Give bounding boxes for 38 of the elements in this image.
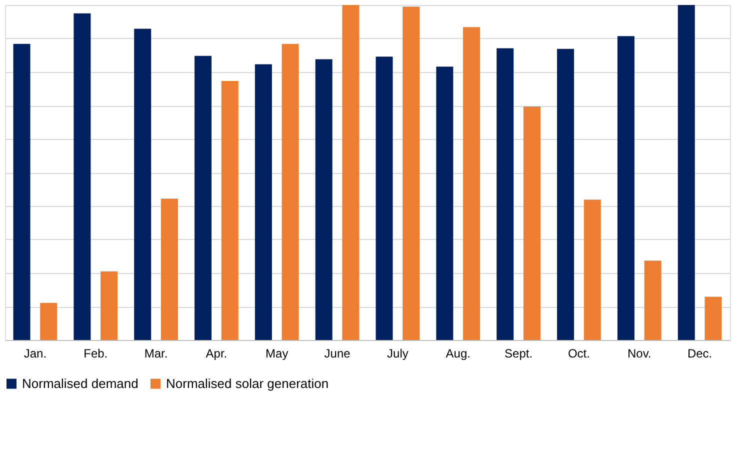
bar <box>617 36 634 340</box>
bar <box>315 59 332 340</box>
bar <box>557 48 574 340</box>
bar <box>402 6 420 340</box>
bar <box>40 302 58 340</box>
bar <box>74 13 91 340</box>
bar <box>496 48 514 340</box>
x-tick-label: June <box>324 346 351 360</box>
legend-label: Normalised demand <box>22 376 138 391</box>
x-tick-label: July <box>387 346 408 360</box>
x-tick-label: May <box>266 346 288 360</box>
bar <box>13 44 30 340</box>
bar <box>282 44 299 340</box>
bar <box>194 56 212 340</box>
x-tick-label: Mar. <box>144 346 168 360</box>
x-tick-label: Dec. <box>687 346 712 360</box>
x-tick-label: Feb. <box>84 346 108 360</box>
bar <box>134 28 152 340</box>
bar <box>376 56 393 340</box>
x-tick-label: Sept. <box>504 346 533 360</box>
bar <box>463 27 480 340</box>
x-tick-label: Jan. <box>24 346 47 360</box>
bar <box>254 64 272 340</box>
bar <box>584 200 601 340</box>
x-tick-label: Aug. <box>446 346 470 360</box>
bar <box>100 271 118 340</box>
bar <box>221 81 238 340</box>
x-tick-label: Oct. <box>568 346 590 360</box>
bar <box>160 198 178 340</box>
x-tick-label: Apr. <box>206 346 228 360</box>
bar <box>678 5 695 340</box>
legend-label: Normalised solar generation <box>166 376 329 391</box>
bar <box>436 66 454 340</box>
bar <box>523 106 540 340</box>
bar <box>644 260 662 340</box>
x-tick-label: Nov. <box>627 346 652 360</box>
bar <box>704 296 722 340</box>
bar <box>342 5 360 340</box>
